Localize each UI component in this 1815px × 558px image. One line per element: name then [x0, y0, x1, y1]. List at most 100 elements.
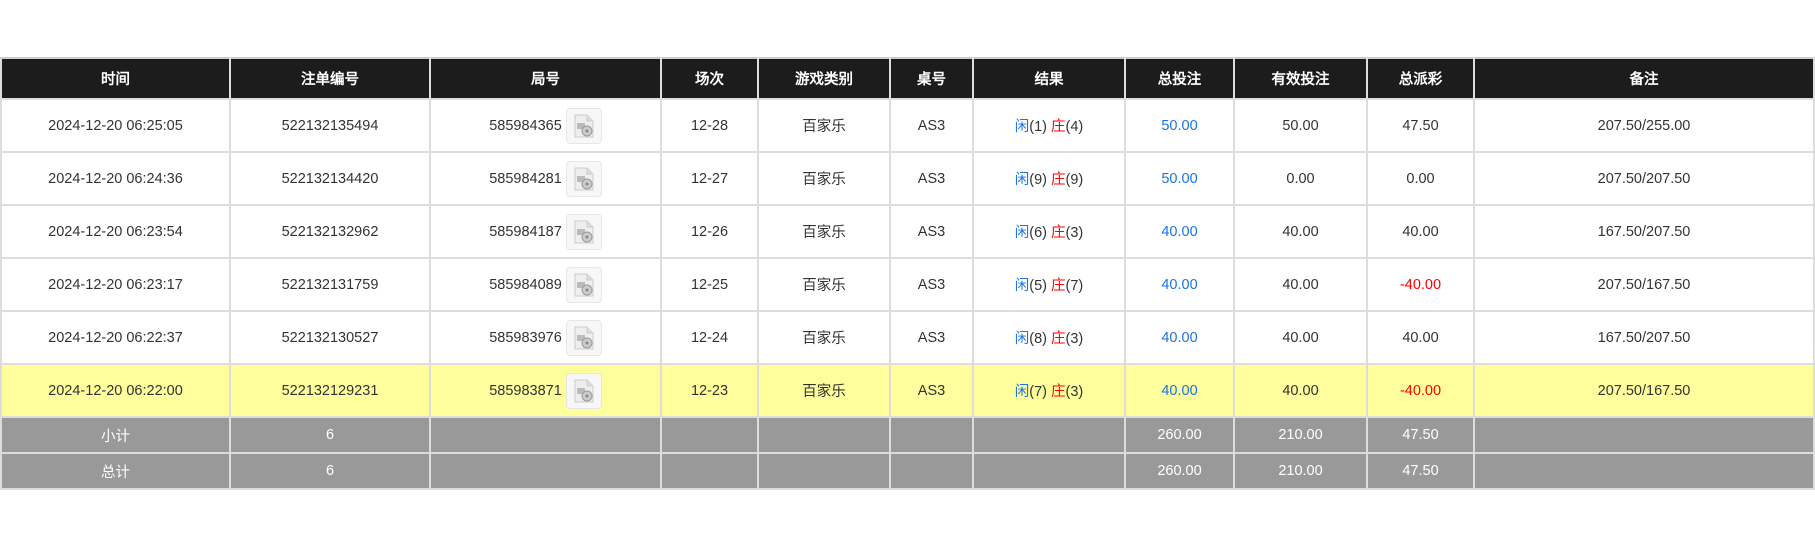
video-file-icon[interactable] — [565, 319, 602, 356]
game-cell: 百家乐 — [757, 310, 891, 365]
valid-bet-cell: 40.00 — [1233, 204, 1368, 259]
video-file-icon[interactable] — [565, 160, 602, 197]
payout-cell: 40.00 — [1366, 204, 1475, 259]
game-cell: 百家乐 — [757, 204, 891, 259]
column-header: 注单编号 — [229, 57, 431, 100]
video-file-icon[interactable] — [565, 372, 602, 409]
table-row: 2024-12-20 06:23:17 522132131759 5859840… — [0, 257, 1815, 312]
session-cell: 12-25 — [660, 257, 759, 312]
time-cell: 2024-12-20 06:23:54 — [0, 204, 231, 259]
banker-value: (3) — [1065, 331, 1084, 347]
column-header: 总投注 — [1124, 57, 1235, 100]
session-cell: 12-24 — [660, 310, 759, 365]
round-cell: 585983871 — [429, 363, 662, 418]
session-cell: 12-26 — [660, 204, 759, 259]
result-cell: 闲(5) 庄(7) — [972, 257, 1126, 312]
summary-row: 总计 6 260.00 210.00 47.50 — [0, 452, 1815, 490]
round-number: 585984187 — [489, 223, 562, 240]
time-cell: 2024-12-20 06:23:17 — [0, 257, 231, 312]
table-row: 2024-12-20 06:23:54 522132132962 5859841… — [0, 204, 1815, 259]
total-bet-cell: 50.00 — [1124, 151, 1235, 206]
player-label: 闲 — [1014, 384, 1030, 400]
column-header: 时间 — [0, 57, 231, 100]
player-label: 闲 — [1014, 172, 1030, 188]
banker-value: (4) — [1065, 119, 1084, 135]
banker-label: 庄 — [1051, 278, 1066, 294]
video-file-icon[interactable] — [565, 213, 602, 250]
banker-value: (9) — [1065, 172, 1084, 188]
round-cell: 585984187 — [429, 204, 662, 259]
banker-label: 庄 — [1051, 331, 1066, 347]
bet-id-cell: 522132134420 — [229, 151, 431, 206]
table-cell: AS3 — [889, 310, 974, 365]
table-cell: AS3 — [889, 204, 974, 259]
note-cell: 207.50/207.50 — [1473, 151, 1815, 206]
column-header: 结果 — [972, 57, 1126, 100]
table-row: 2024-12-20 06:22:37 522132130527 5859839… — [0, 310, 1815, 365]
player-label: 闲 — [1014, 225, 1030, 241]
result-cell: 闲(1) 庄(4) — [972, 98, 1126, 153]
column-header: 总派彩 — [1366, 57, 1475, 100]
session-cell: 12-27 — [660, 151, 759, 206]
bet-id-cell: 522132135494 — [229, 98, 431, 153]
time-cell: 2024-12-20 06:22:37 — [0, 310, 231, 365]
player-value: (9) — [1029, 172, 1047, 188]
player-value: (8) — [1029, 331, 1047, 347]
player-value: (6) — [1029, 225, 1047, 241]
payout-cell: -40.00 — [1366, 257, 1475, 312]
table-cell: AS3 — [889, 257, 974, 312]
player-value: (7) — [1029, 384, 1047, 400]
session-cell: 12-28 — [660, 98, 759, 153]
summary-payout: 47.50 — [1366, 452, 1475, 490]
player-value: (1) — [1029, 119, 1047, 135]
total-bet-cell: 50.00 — [1124, 98, 1235, 153]
round-number: 585983976 — [489, 329, 562, 346]
table-row: 2024-12-20 06:24:36 522132134420 5859842… — [0, 151, 1815, 206]
column-header: 桌号 — [889, 57, 974, 100]
session-cell: 12-23 — [660, 363, 759, 418]
total-bet-cell: 40.00 — [1124, 363, 1235, 418]
banker-label: 庄 — [1051, 172, 1066, 188]
time-cell: 2024-12-20 06:24:36 — [0, 151, 231, 206]
summary-count: 6 — [229, 452, 431, 490]
video-file-icon[interactable] — [565, 266, 602, 303]
summary-label: 小计 — [0, 416, 231, 454]
note-cell: 167.50/207.50 — [1473, 310, 1815, 365]
note-cell: 207.50/255.00 — [1473, 98, 1815, 153]
table-row: 2024-12-20 06:22:00 522132129231 5859838… — [0, 363, 1815, 418]
table-header: 时间 注单编号 局号 场次 游戏类别 桌号 结果 总投注 有效投注 总派彩 备注 — [0, 57, 1815, 100]
bet-id-cell: 522132130527 — [229, 310, 431, 365]
column-header: 游戏类别 — [757, 57, 891, 100]
summary-valid-bet: 210.00 — [1233, 452, 1368, 490]
round-number: 585984281 — [489, 170, 562, 187]
note-cell: 207.50/167.50 — [1473, 257, 1815, 312]
table-cell: AS3 — [889, 363, 974, 418]
round-number: 585983871 — [489, 382, 562, 399]
summary-label: 总计 — [0, 452, 231, 490]
valid-bet-cell: 40.00 — [1233, 257, 1368, 312]
summary-valid-bet: 210.00 — [1233, 416, 1368, 454]
column-header: 备注 — [1473, 57, 1815, 100]
column-header: 有效投注 — [1233, 57, 1368, 100]
round-cell: 585984365 — [429, 98, 662, 153]
time-cell: 2024-12-20 06:22:00 — [0, 363, 231, 418]
banker-label: 庄 — [1051, 119, 1066, 135]
video-file-icon[interactable] — [565, 107, 602, 144]
note-cell: 167.50/207.50 — [1473, 204, 1815, 259]
summary-total-bet: 260.00 — [1124, 452, 1235, 490]
payout-cell: 0.00 — [1366, 151, 1475, 206]
column-header: 局号 — [429, 57, 662, 100]
payout-cell: 40.00 — [1366, 310, 1475, 365]
valid-bet-cell: 0.00 — [1233, 151, 1368, 206]
banker-value: (3) — [1065, 225, 1084, 241]
banker-label: 庄 — [1051, 225, 1066, 241]
bet-id-cell: 522132129231 — [229, 363, 431, 418]
round-cell: 585984089 — [429, 257, 662, 312]
round-number: 585984089 — [489, 276, 562, 293]
player-label: 闲 — [1014, 331, 1030, 347]
round-number: 585984365 — [489, 117, 562, 134]
note-cell: 207.50/167.50 — [1473, 363, 1815, 418]
result-cell: 闲(8) 庄(3) — [972, 310, 1126, 365]
banker-value: (3) — [1065, 384, 1084, 400]
game-cell: 百家乐 — [757, 363, 891, 418]
